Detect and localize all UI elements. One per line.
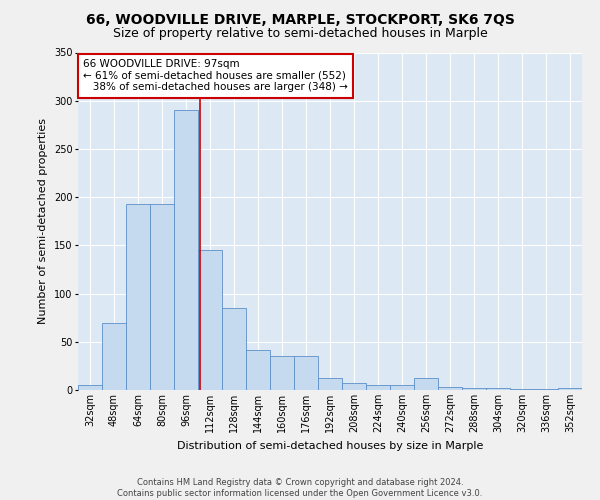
Bar	[342, 383, 366, 390]
Y-axis label: Number of semi-detached properties: Number of semi-detached properties	[38, 118, 48, 324]
Text: Size of property relative to semi-detached houses in Marple: Size of property relative to semi-detach…	[113, 28, 487, 40]
Text: 66 WOODVILLE DRIVE: 97sqm
← 61% of semi-detached houses are smaller (552)
   38%: 66 WOODVILLE DRIVE: 97sqm ← 61% of semi-…	[83, 59, 348, 92]
Bar	[558, 388, 582, 390]
Bar	[174, 110, 198, 390]
Bar	[78, 385, 102, 390]
Bar	[486, 388, 510, 390]
Bar	[534, 389, 558, 390]
Bar	[318, 378, 342, 390]
Bar	[246, 350, 270, 390]
Bar	[438, 387, 462, 390]
Bar	[222, 308, 246, 390]
Bar	[366, 385, 390, 390]
Bar	[462, 388, 486, 390]
Bar	[126, 204, 150, 390]
Bar	[102, 322, 126, 390]
Text: 66, WOODVILLE DRIVE, MARPLE, STOCKPORT, SK6 7QS: 66, WOODVILLE DRIVE, MARPLE, STOCKPORT, …	[86, 12, 514, 26]
Bar	[270, 356, 294, 390]
Bar	[414, 378, 438, 390]
Bar	[150, 204, 174, 390]
Bar	[390, 385, 414, 390]
Bar	[510, 389, 534, 390]
X-axis label: Distribution of semi-detached houses by size in Marple: Distribution of semi-detached houses by …	[177, 440, 483, 450]
Bar	[294, 356, 318, 390]
Text: Contains HM Land Registry data © Crown copyright and database right 2024.
Contai: Contains HM Land Registry data © Crown c…	[118, 478, 482, 498]
Bar	[198, 250, 222, 390]
